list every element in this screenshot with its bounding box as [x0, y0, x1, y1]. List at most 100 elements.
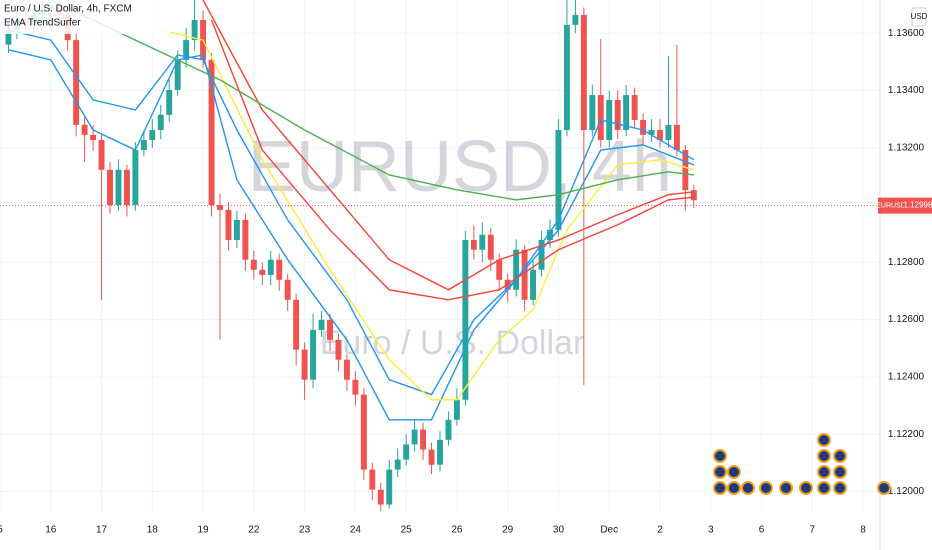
candle-body — [386, 469, 393, 505]
candle-body — [377, 489, 384, 505]
candle-body — [657, 130, 663, 141]
candle-body — [98, 140, 105, 170]
y-tick-label: 1.12200 — [888, 429, 925, 440]
y-tick-label: 1.12600 — [888, 314, 925, 325]
x-tick-label: 16 — [45, 525, 57, 536]
candle-body — [208, 59, 215, 206]
candle-body — [132, 150, 139, 206]
x-tick-label: 5 — [0, 525, 3, 536]
candle-body — [580, 14, 587, 131]
candle-body — [259, 269, 266, 275]
legend-bg — [0, 0, 170, 34]
currency-box[interactable] — [911, 7, 927, 27]
candle-body — [394, 459, 401, 470]
ema-line — [160, 29, 695, 401]
x-tick-label: 6 — [759, 525, 765, 536]
candle-body — [479, 234, 486, 250]
candle-body — [690, 190, 697, 201]
ema-line — [8, 49, 695, 421]
candle-body — [513, 249, 520, 290]
candle-body — [623, 95, 630, 131]
watermark-sub: Euro / U.S. Dollar — [320, 324, 585, 362]
candle-body — [276, 259, 283, 280]
ema-line — [50, 0, 694, 201]
x-tick-label: 30 — [553, 525, 565, 536]
candle-body — [115, 169, 122, 206]
ema-line — [210, 19, 694, 301]
candle-body — [123, 169, 130, 206]
candle-body — [597, 95, 604, 141]
price-axis-bg — [880, 0, 932, 550]
candle-body — [233, 219, 240, 240]
y-tick-label: 1.13400 — [888, 85, 925, 96]
candle-body — [284, 279, 291, 300]
candle-body — [487, 234, 494, 260]
event-icons — [713, 433, 891, 495]
symbol-label-bg — [878, 197, 904, 214]
candle-body — [335, 339, 342, 360]
candle-body — [293, 299, 300, 350]
candle-body — [538, 239, 545, 270]
y-tick-label: 1.12400 — [888, 371, 925, 382]
x-tick-label: 2 — [657, 525, 663, 536]
candle-body — [217, 205, 223, 210]
candle-body — [250, 259, 257, 270]
candle-body — [174, 59, 181, 90]
candle-body — [614, 99, 621, 131]
x-tick-label: 18 — [147, 525, 159, 536]
candle-body — [73, 40, 80, 125]
x-tick-label: 29 — [502, 525, 514, 536]
y-tick-label: 1.13200 — [888, 142, 925, 153]
ema-line — [8, 29, 695, 396]
candle-body — [563, 24, 570, 131]
symbol-label: EURUSD — [876, 202, 906, 209]
candle-body — [420, 429, 427, 450]
axes: 1.13600 1.13400 1.13200 1.12800 1.12600 1.124… — [0, 28, 932, 536]
candle-body — [360, 394, 367, 470]
candle-body — [572, 14, 579, 25]
price-label: 1.12998 — [904, 201, 932, 210]
candle-body — [403, 444, 410, 460]
candle-body — [149, 130, 156, 141]
candle-body — [343, 359, 350, 380]
x-tick-label: 26 — [451, 525, 463, 536]
candle-body — [107, 169, 113, 206]
x-tick-label: 8 — [860, 525, 866, 536]
candle-body — [428, 449, 435, 465]
candle-body — [437, 439, 443, 465]
x-tick-label: 22 — [248, 525, 260, 536]
candle-body — [682, 150, 689, 191]
candle-body — [166, 89, 173, 115]
x-tick-label: 23 — [299, 525, 311, 536]
x-tick-label: Dec — [600, 525, 618, 536]
candle-body — [327, 319, 333, 340]
watermark: EURUSD, 4h — [248, 127, 672, 207]
ema-line — [202, 0, 694, 291]
candle-body — [157, 114, 164, 131]
candle-body — [462, 239, 469, 400]
x-tick-label: 3 — [708, 525, 714, 536]
candle-body — [470, 239, 477, 250]
candle-body — [90, 134, 97, 141]
candle-body — [411, 429, 418, 445]
candle-body — [140, 140, 147, 151]
y-tick-label: 1.13600 — [888, 28, 925, 39]
candle-body — [521, 249, 528, 300]
x-tick-label: 7 — [810, 525, 816, 536]
candle-body — [225, 209, 232, 240]
candle-body — [453, 399, 460, 420]
candle-body — [530, 269, 537, 300]
candle-body — [445, 419, 452, 440]
candle-body — [183, 40, 190, 60]
candle-body — [191, 20, 198, 41]
candle-body — [665, 124, 672, 141]
candle-body — [589, 95, 596, 131]
candle-body — [648, 130, 655, 135]
candle-body — [81, 124, 88, 135]
x-tick-label: 24 — [350, 525, 362, 536]
candle-body — [631, 95, 638, 120]
candle-body — [496, 259, 503, 280]
candle-body — [606, 99, 613, 141]
price-label-bg — [904, 197, 932, 214]
